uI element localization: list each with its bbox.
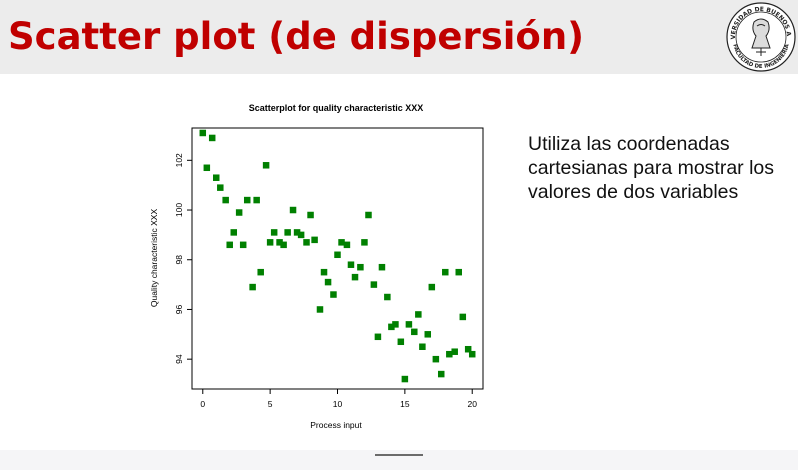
x-tick-label: 10 [333, 399, 343, 409]
scatter-point [397, 338, 405, 346]
scatter-point [316, 306, 324, 313]
scatter-point [401, 375, 409, 383]
plot-frame [191, 127, 484, 390]
scatter-point [320, 268, 328, 276]
scatter-point [235, 209, 243, 216]
scatter-point [293, 229, 301, 236]
scatter-point [357, 263, 364, 271]
scatter-point [239, 241, 247, 249]
scatter-point [459, 313, 467, 321]
slide-header: Scatter plot (de dispersión) UNIVERSIDAD… [0, 0, 798, 74]
scatter-point [451, 348, 458, 355]
scatter-point [468, 350, 476, 358]
scatter-point [243, 196, 251, 204]
chart-title: Scatterplot for quality characteristic X… [249, 103, 424, 113]
scatter-point [419, 343, 426, 350]
scatter-chart: Scatterplot for quality characteristic X… [149, 103, 484, 430]
scatter-point [411, 328, 418, 336]
scatter-point [432, 355, 440, 363]
y-tick-label: 100 [174, 203, 184, 217]
slide-footer [0, 450, 798, 470]
scatter-point [289, 206, 297, 214]
y-axis-label: Quality characteristic XXX [149, 209, 159, 308]
scatter-point [262, 162, 270, 169]
x-tick-label: 20 [467, 399, 477, 409]
scatter-point [437, 370, 445, 378]
slide-title: Scatter plot (de dispersión) [8, 15, 585, 58]
scatter-point [307, 211, 314, 219]
scatter-point [253, 196, 260, 204]
university-seal-icon: UNIVERSIDAD DE BUENOS AIRES FACULTAD DE … [726, 2, 796, 72]
scatter-point [405, 321, 413, 328]
scatter-point [361, 239, 368, 246]
scatter-point [297, 231, 305, 239]
chart-points [199, 129, 476, 383]
scatter-point [266, 239, 274, 246]
y-tick-label: 96 [174, 304, 184, 314]
scatter-point [222, 196, 229, 204]
scatter-point [370, 281, 378, 288]
scatter-point [330, 291, 337, 298]
slide-content [0, 74, 798, 450]
scatter-point [284, 229, 291, 236]
scatter-point [464, 345, 472, 353]
scatter-point [455, 268, 462, 276]
scatter-point [324, 278, 332, 286]
scatter-point [338, 239, 345, 246]
scatter-point [334, 251, 341, 259]
scatter-point [424, 331, 432, 338]
slide-progress-bar [375, 454, 423, 456]
x-tick-label: 0 [200, 399, 205, 409]
scatter-point [230, 229, 238, 236]
scatter-point [213, 174, 220, 181]
scatter-point [208, 134, 216, 142]
scatter-point [280, 241, 287, 249]
y-tick-label: 94 [174, 354, 184, 364]
scatter-point [226, 241, 233, 249]
scatter-point [203, 164, 211, 172]
x-axis-label: Process input [310, 420, 362, 430]
scatter-point [446, 350, 453, 358]
scatter-point [374, 333, 382, 341]
scatter-point [347, 261, 355, 268]
y-tick-label: 98 [174, 255, 184, 265]
x-tick-label: 5 [268, 399, 273, 409]
scatter-point [249, 283, 256, 291]
scatter-point [351, 273, 359, 281]
chart-axes: 0 5 10 15 20 94 96 98 100 102 [174, 153, 477, 409]
scatter-point [303, 239, 310, 246]
scatter-point [311, 236, 318, 244]
y-tick-label: 102 [174, 153, 184, 167]
scatter-point [392, 321, 399, 328]
scatter-point [415, 311, 422, 318]
scatter-point [199, 129, 207, 137]
scatter-point [442, 268, 449, 276]
scatter-point [428, 283, 436, 291]
scatter-point [257, 268, 264, 276]
scatter-point [384, 293, 391, 301]
scatter-point [217, 184, 224, 191]
slide-description: Utiliza las coordenadas cartesianas para… [528, 133, 775, 203]
scatter-point [270, 229, 278, 236]
x-tick-label: 15 [400, 399, 410, 409]
scatter-point [343, 241, 351, 249]
scatter-point [365, 211, 372, 219]
scatter-point [388, 323, 395, 331]
scatter-point [276, 239, 283, 246]
scatter-point [378, 263, 386, 271]
